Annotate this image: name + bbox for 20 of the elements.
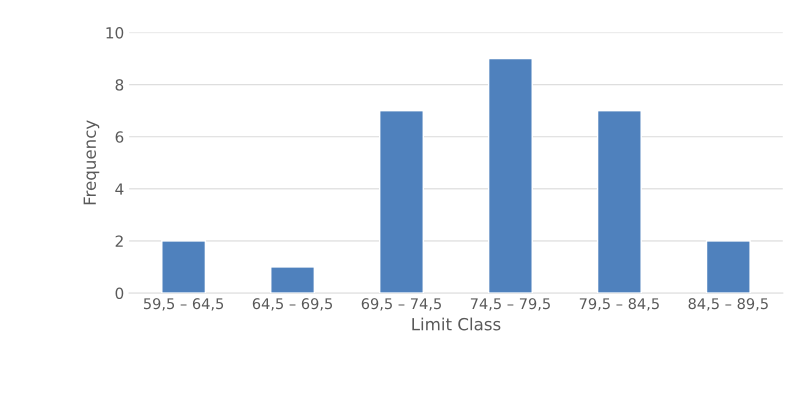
bar [706, 240, 751, 294]
bar [379, 110, 424, 294]
x-tick-label: 79,5 – 84,5 [580, 298, 659, 311]
x-tick-label: 59,5 – 64,5 [144, 298, 224, 311]
x-tick-label: 64,5 – 69,5 [252, 298, 332, 311]
x-tick-label: 84,5 – 89,5 [688, 298, 768, 311]
bar [270, 266, 316, 294]
x-tick-label: 69,5 – 74,5 [362, 298, 441, 311]
y-tick-label: 0 [116, 288, 124, 300]
bar [161, 240, 206, 294]
x-axis-title: Limit Class [412, 318, 500, 330]
y-tick-label: 2 [116, 235, 123, 247]
y-tick-label: 8 [116, 79, 124, 91]
bar [596, 110, 642, 294]
y-tick-label: 6 [116, 131, 124, 143]
y-tick-label: 4 [115, 184, 124, 195]
bar [488, 58, 533, 294]
x-tick-label: 74,5 – 79,5 [470, 298, 550, 311]
y-axis-title: Frequency [84, 120, 100, 204]
y-tick-label: 10 [106, 27, 124, 39]
